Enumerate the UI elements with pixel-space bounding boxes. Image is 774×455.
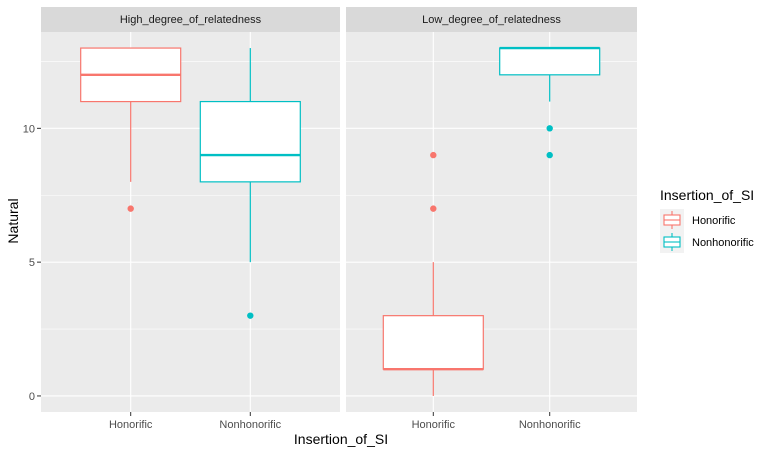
y-axis-title: Natural: [5, 198, 21, 243]
panel-2: Low_degree_of_relatedness Honorific Nonhon…: [346, 7, 637, 431]
outlier-point: [127, 205, 134, 212]
y-tick-label: 5: [29, 257, 35, 269]
outlier-point: [430, 205, 437, 212]
x-axis-title: Insertion_of_SI: [294, 431, 388, 447]
panel-1: High_degree_of_relatedness Honorific Nonho…: [41, 7, 340, 431]
facet-strip: [346, 7, 637, 32]
outlier-point: [247, 312, 254, 319]
facet-strip-label: Low_degree_of_relatedness: [422, 14, 561, 26]
x-tick-label: Nonhonorific: [519, 419, 581, 431]
x-tick-label: Nonhonorific: [219, 419, 281, 431]
box-nonhonorific: [499, 46, 601, 159]
legend-item-honorific: Honorific: [660, 209, 736, 231]
x-tick-label: Honorific: [412, 419, 456, 431]
box-honorific: [382, 151, 484, 396]
legend-title: Insertion_of_SI: [660, 187, 754, 203]
box-iqr: [499, 47, 601, 76]
box-iqr: [382, 315, 484, 370]
box-iqr: [199, 100, 301, 183]
facet-panels: High_degree_of_relatedness Honorific Nonho…: [41, 7, 637, 431]
legend-item-label: Honorific: [692, 215, 736, 227]
box-nonhonorific: [199, 48, 301, 319]
y-tick-label: 10: [23, 123, 35, 135]
y-axis: 0 5 10: [23, 123, 41, 403]
outlier-point: [430, 151, 437, 159]
x-tick-label: Honorific: [109, 419, 153, 431]
legend: Insertion_of_SI Honorific Nonhonorific: [660, 187, 754, 253]
legend-item-nonhonorific: Nonhonorific: [660, 231, 754, 253]
y-tick-label: 0: [29, 391, 35, 403]
box-honorific: [80, 47, 182, 212]
legend-item-label: Nonhonorific: [692, 237, 754, 249]
facet-strip-label: High_degree_of_relatedness: [120, 14, 262, 26]
outlier-point: [546, 125, 553, 132]
outlier-point: [546, 151, 553, 159]
facet-strip: [41, 7, 340, 32]
